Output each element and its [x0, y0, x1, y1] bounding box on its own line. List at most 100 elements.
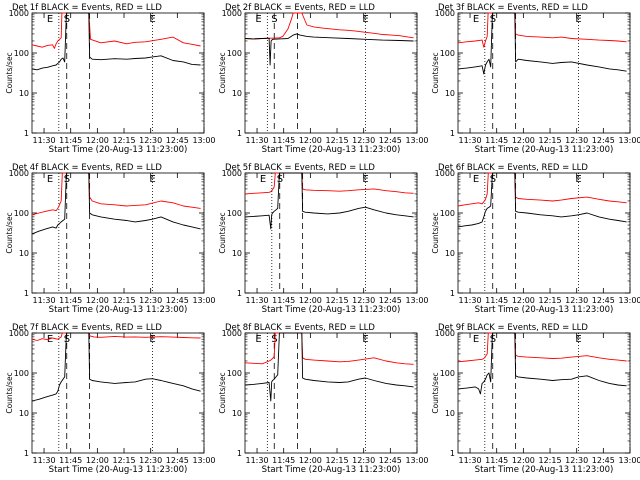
y-tick-label: 1 [450, 129, 455, 138]
y-tick-label: 1000 [222, 9, 242, 18]
detector-panel: Det 1f BLACK = Events, RED = LLD E S E 1 10 10… [0, 0, 216, 160]
plot-title: Det 1f BLACK = Events, RED = LLD [12, 3, 162, 13]
events-series-line [457, 172, 627, 228]
plot-title: Det 8f BLACK = Events, RED = LLD [225, 323, 375, 333]
event-marker-label: E [149, 14, 155, 25]
event-marker-label: S [271, 14, 277, 25]
x-axis-label: Start Time (20-Aug-13 11:23:00) [262, 305, 401, 315]
x-tick-label: 11:45 [485, 296, 508, 305]
y-tick-label: 100 [14, 49, 29, 58]
detector-panel: Det 7f BLACK = Events, RED = LLD E S E 1 10 10… [0, 320, 216, 480]
x-tick-label: 12:15 [325, 136, 348, 145]
detector-panel: Det 4f BLACK = Events, RED = LLD E S E 1 10 10… [0, 160, 216, 320]
detector-panel: Det 8f BLACK = Events, RED = LLD E S E 1 10 10… [213, 320, 429, 480]
y-tick-label: 10 [232, 89, 242, 98]
event-marker-label: E [362, 14, 368, 25]
event-marker-label: E [47, 334, 53, 345]
axes-frame [457, 172, 631, 294]
plot-title: Det 5f BLACK = Events, RED = LLD [225, 163, 375, 173]
x-tick-label: 13:00 [618, 296, 640, 305]
x-tick-label: 12:30 [139, 136, 162, 145]
y-tick-label: 1000 [222, 329, 242, 338]
y-tick-label: 1 [450, 289, 455, 298]
x-tick-label: 12:00 [86, 456, 109, 465]
event-marker-label: E [575, 334, 581, 345]
y-tick-label: 100 [440, 369, 455, 378]
plot-title: Det 9f BLACK = Events, RED = LLD [438, 323, 588, 333]
x-tick-label: 12:00 [86, 136, 109, 145]
detector-panel: Det 9f BLACK = Events, RED = LLD E S E 1 10 10… [426, 320, 640, 480]
plot-title: Det 4f BLACK = Events, RED = LLD [12, 163, 162, 173]
event-marker-label: E [255, 14, 261, 25]
x-tick-label: 12:15 [112, 296, 135, 305]
events-series-line [457, 12, 627, 75]
x-tick-label: 12:00 [512, 456, 535, 465]
events-series-line [244, 33, 414, 66]
detector-panel: Det 3f BLACK = Events, RED = LLD E S E 1 10 10… [426, 0, 640, 160]
x-tick-label: 13:00 [192, 136, 215, 145]
x-tick-label: 12:45 [166, 456, 189, 465]
lld-series-line [31, 172, 201, 216]
x-tick-label: 13:00 [405, 456, 428, 465]
y-axis-label: Counts/sec [218, 372, 227, 413]
event-marker-label: E [473, 14, 479, 25]
x-tick-label: 11:45 [59, 136, 82, 145]
y-tick-label: 1 [237, 289, 242, 298]
event-marker-label: E [575, 14, 581, 25]
lld-series-line [244, 172, 414, 195]
x-tick-label: 11:45 [485, 136, 508, 145]
x-tick-label: 12:30 [565, 296, 588, 305]
x-tick-label: 12:30 [352, 456, 375, 465]
x-axis-label: Start Time (20-Aug-13 11:23:00) [475, 465, 614, 475]
axes-frame [457, 332, 631, 454]
x-tick-label: 12:45 [379, 136, 402, 145]
x-tick-label: 11:30 [246, 136, 269, 145]
x-tick-label: 11:45 [272, 296, 295, 305]
y-axis-label: Counts/sec [5, 212, 14, 253]
events-series-line [244, 332, 414, 402]
events-series-line [244, 172, 414, 230]
y-tick-label: 1000 [9, 169, 29, 178]
y-tick-label: 1 [24, 289, 29, 298]
x-tick-label: 12:30 [139, 456, 162, 465]
events-series-line [457, 332, 627, 395]
lld-series-line [31, 332, 201, 341]
event-marker-label: E [362, 334, 368, 345]
y-axis-label: Counts/sec [431, 372, 440, 413]
y-axis-label: Counts/sec [218, 52, 227, 93]
y-tick-label: 1000 [9, 9, 29, 18]
y-tick-label: 1000 [9, 329, 29, 338]
y-tick-label: 100 [227, 209, 242, 218]
x-tick-label: 11:45 [59, 296, 82, 305]
x-tick-label: 12:15 [538, 136, 561, 145]
x-tick-label: 11:30 [246, 456, 269, 465]
x-tick-label: 12:45 [592, 296, 615, 305]
x-axis-label: Start Time (20-Aug-13 11:23:00) [262, 145, 401, 155]
event-marker-label: S [277, 174, 283, 185]
event-marker-label: E [362, 174, 368, 185]
axes-frame [31, 12, 205, 134]
x-axis-label: Start Time (20-Aug-13 11:23:00) [49, 145, 188, 155]
event-marker-label: S [490, 14, 496, 25]
y-axis-label: Counts/sec [5, 52, 14, 93]
events-series-line [31, 332, 201, 402]
y-axis-label: Counts/sec [431, 52, 440, 93]
x-tick-label: 11:45 [272, 136, 295, 145]
event-marker-label: E [47, 174, 53, 185]
x-axis-label: Start Time (20-Aug-13 11:23:00) [262, 465, 401, 475]
x-tick-label: 11:45 [59, 456, 82, 465]
x-axis-label: Start Time (20-Aug-13 11:23:00) [475, 145, 614, 155]
x-tick-label: 12:15 [325, 456, 348, 465]
y-tick-label: 1 [237, 129, 242, 138]
plot-title: Det 3f BLACK = Events, RED = LLD [438, 3, 588, 13]
y-axis-label: Counts/sec [218, 212, 227, 253]
y-tick-label: 1 [24, 449, 29, 458]
event-marker-label: E [149, 334, 155, 345]
lld-series-line [244, 12, 414, 40]
event-marker-label: E [575, 174, 581, 185]
